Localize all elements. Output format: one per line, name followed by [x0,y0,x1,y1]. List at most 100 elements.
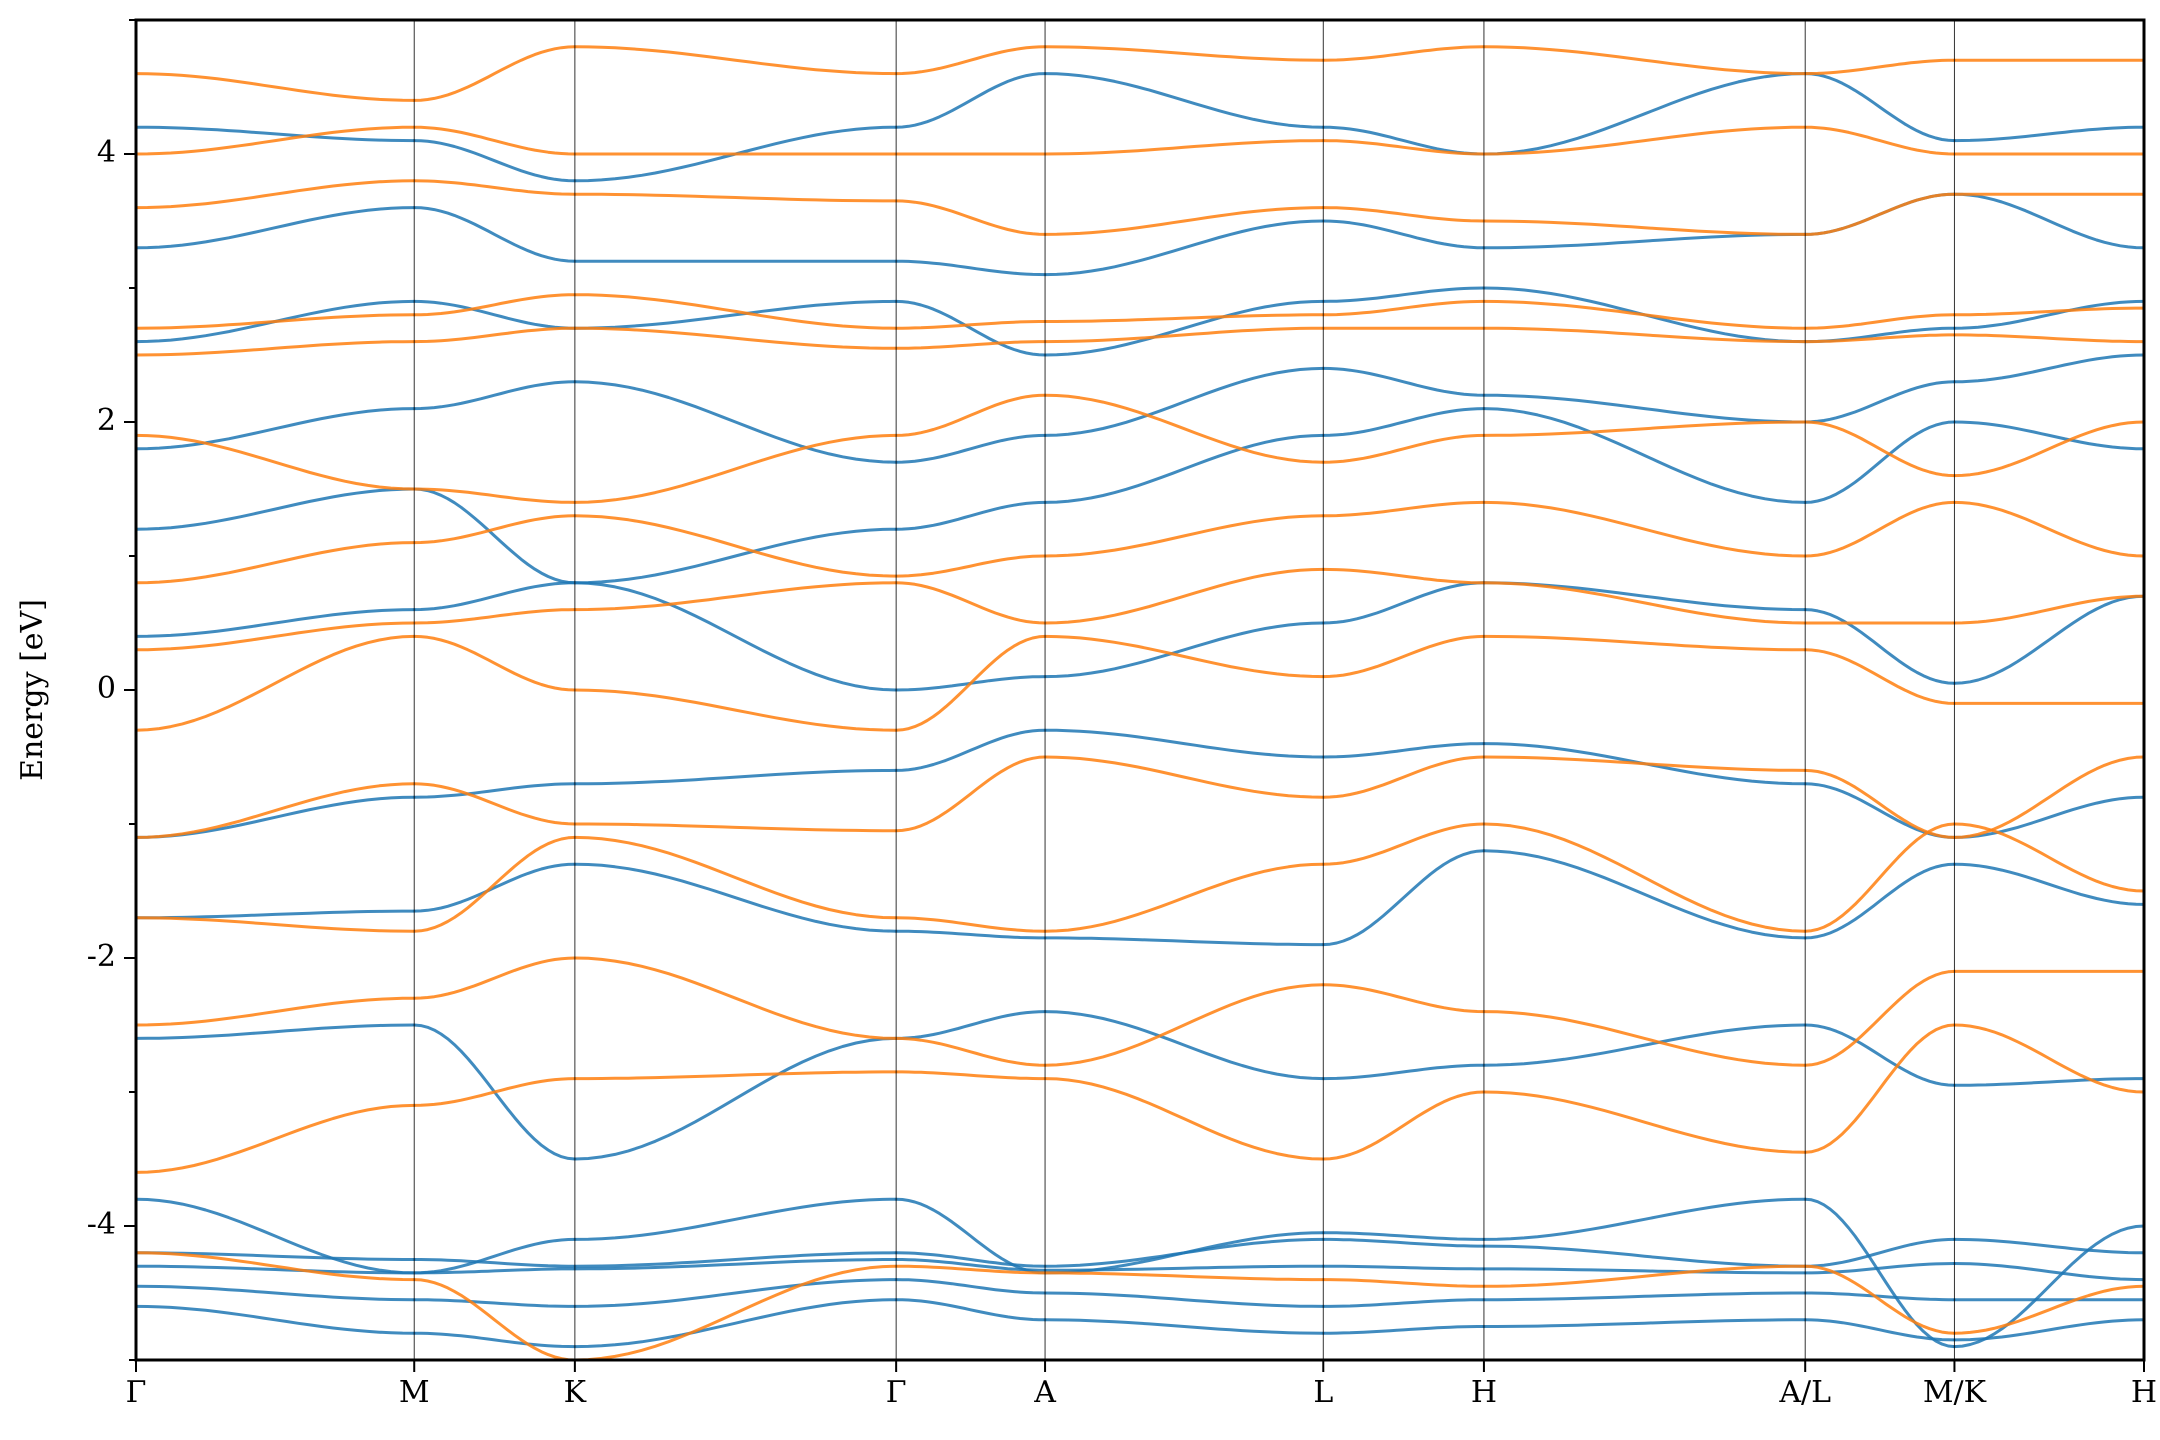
x-tick-label: M/K [1923,1375,1987,1410]
band-line [412,179,577,196]
band-line [894,1197,1047,1275]
band-line [1803,313,1956,330]
band-line [894,259,1047,277]
band-line [1952,1077,2144,1087]
band-line [1043,433,1325,504]
band-line [136,621,416,652]
band-line [1952,306,2144,317]
band-line [136,206,416,250]
band-line [1803,1318,1956,1342]
band-line [412,326,577,344]
band-line [136,996,416,1027]
band-line [412,862,577,913]
band-line [1043,366,1325,437]
band-line [1043,206,1325,236]
band-line [1952,755,2144,839]
band-line [573,1258,898,1271]
band-line [894,581,1047,625]
band-line [412,487,577,504]
band-line [1482,45,1807,76]
band-line [412,1278,577,1360]
band-line [1482,72,1807,156]
y-tick-label: 2 [97,403,116,438]
band-line [894,45,1047,76]
y-axis-label: Energy [eV] [15,599,50,781]
band-line [1803,420,1956,478]
band-line [136,608,416,638]
band-line [1803,72,1956,143]
band-line [573,768,898,786]
band-line [1482,581,1807,612]
band-line [412,1267,577,1275]
band-line [1482,500,1807,558]
band-line [1803,1291,1956,1302]
band-line [136,72,416,102]
band-line [573,862,898,933]
band-line [894,916,1047,933]
band-line [412,293,577,317]
kpoint-lines [413,20,1955,1360]
band-line [1482,407,1807,504]
band-line [1482,581,1807,625]
plot-frame [134,18,2146,1362]
band-line [573,45,898,76]
band-line [573,581,898,612]
band-line [894,320,1047,330]
band-line [1803,1023,1956,1087]
band-line [1321,286,1486,303]
band-line [894,1036,1047,1067]
band-line [1803,420,1956,504]
band-line [1482,1197,1807,1241]
band-line [136,1284,416,1302]
band-line [1321,366,1486,397]
band-line [573,581,898,692]
band-line [412,581,577,612]
band-line [412,514,577,545]
band-line [1043,45,1325,62]
band-line [1043,1010,1325,1081]
band-line [1952,420,2144,478]
band-line [1803,1264,1956,1335]
band-line [1043,983,1325,1067]
band-line [1803,862,1956,940]
band-line [894,1278,1047,1295]
band-line [1803,768,1956,839]
band-line [573,433,898,504]
band-line [1043,1077,1325,1161]
band-line [1952,795,2144,839]
band-line [1043,1271,1325,1282]
band-line [894,1010,1047,1040]
band-line [1952,822,2144,893]
band-line [1043,634,1325,679]
band-line [894,728,1047,772]
band-line [1482,755,1807,772]
band-line [894,72,1047,129]
x-tick-label: H [1471,1375,1497,1410]
band-line [894,199,1047,236]
band-line [573,192,898,203]
band-line [1043,755,1325,799]
band-line [1043,139,1325,156]
band-line [1043,621,1325,679]
band-line [1803,1023,1956,1154]
band-line [1321,822,1486,866]
band-line [1952,333,2144,344]
band-line [894,554,1047,578]
band-line [1321,849,1486,947]
band-line [1952,125,2144,143]
band-line [1321,581,1486,625]
band-line [894,1251,1047,1268]
band-line [1043,1318,1325,1335]
band-line [1321,1325,1486,1335]
band-line [1043,313,1325,323]
band-line [1043,728,1325,759]
x-tick-label: Γ [886,1375,907,1410]
band-line [1803,192,1956,236]
band-line [1043,219,1325,277]
band-line [1482,125,1807,156]
band-line [1321,983,1486,1014]
band-line [136,795,416,839]
x-axis: Γ M K Γ A L H A/L M/K H [126,1360,2157,1410]
band-line [1803,333,1956,344]
band-line [1482,420,1807,437]
